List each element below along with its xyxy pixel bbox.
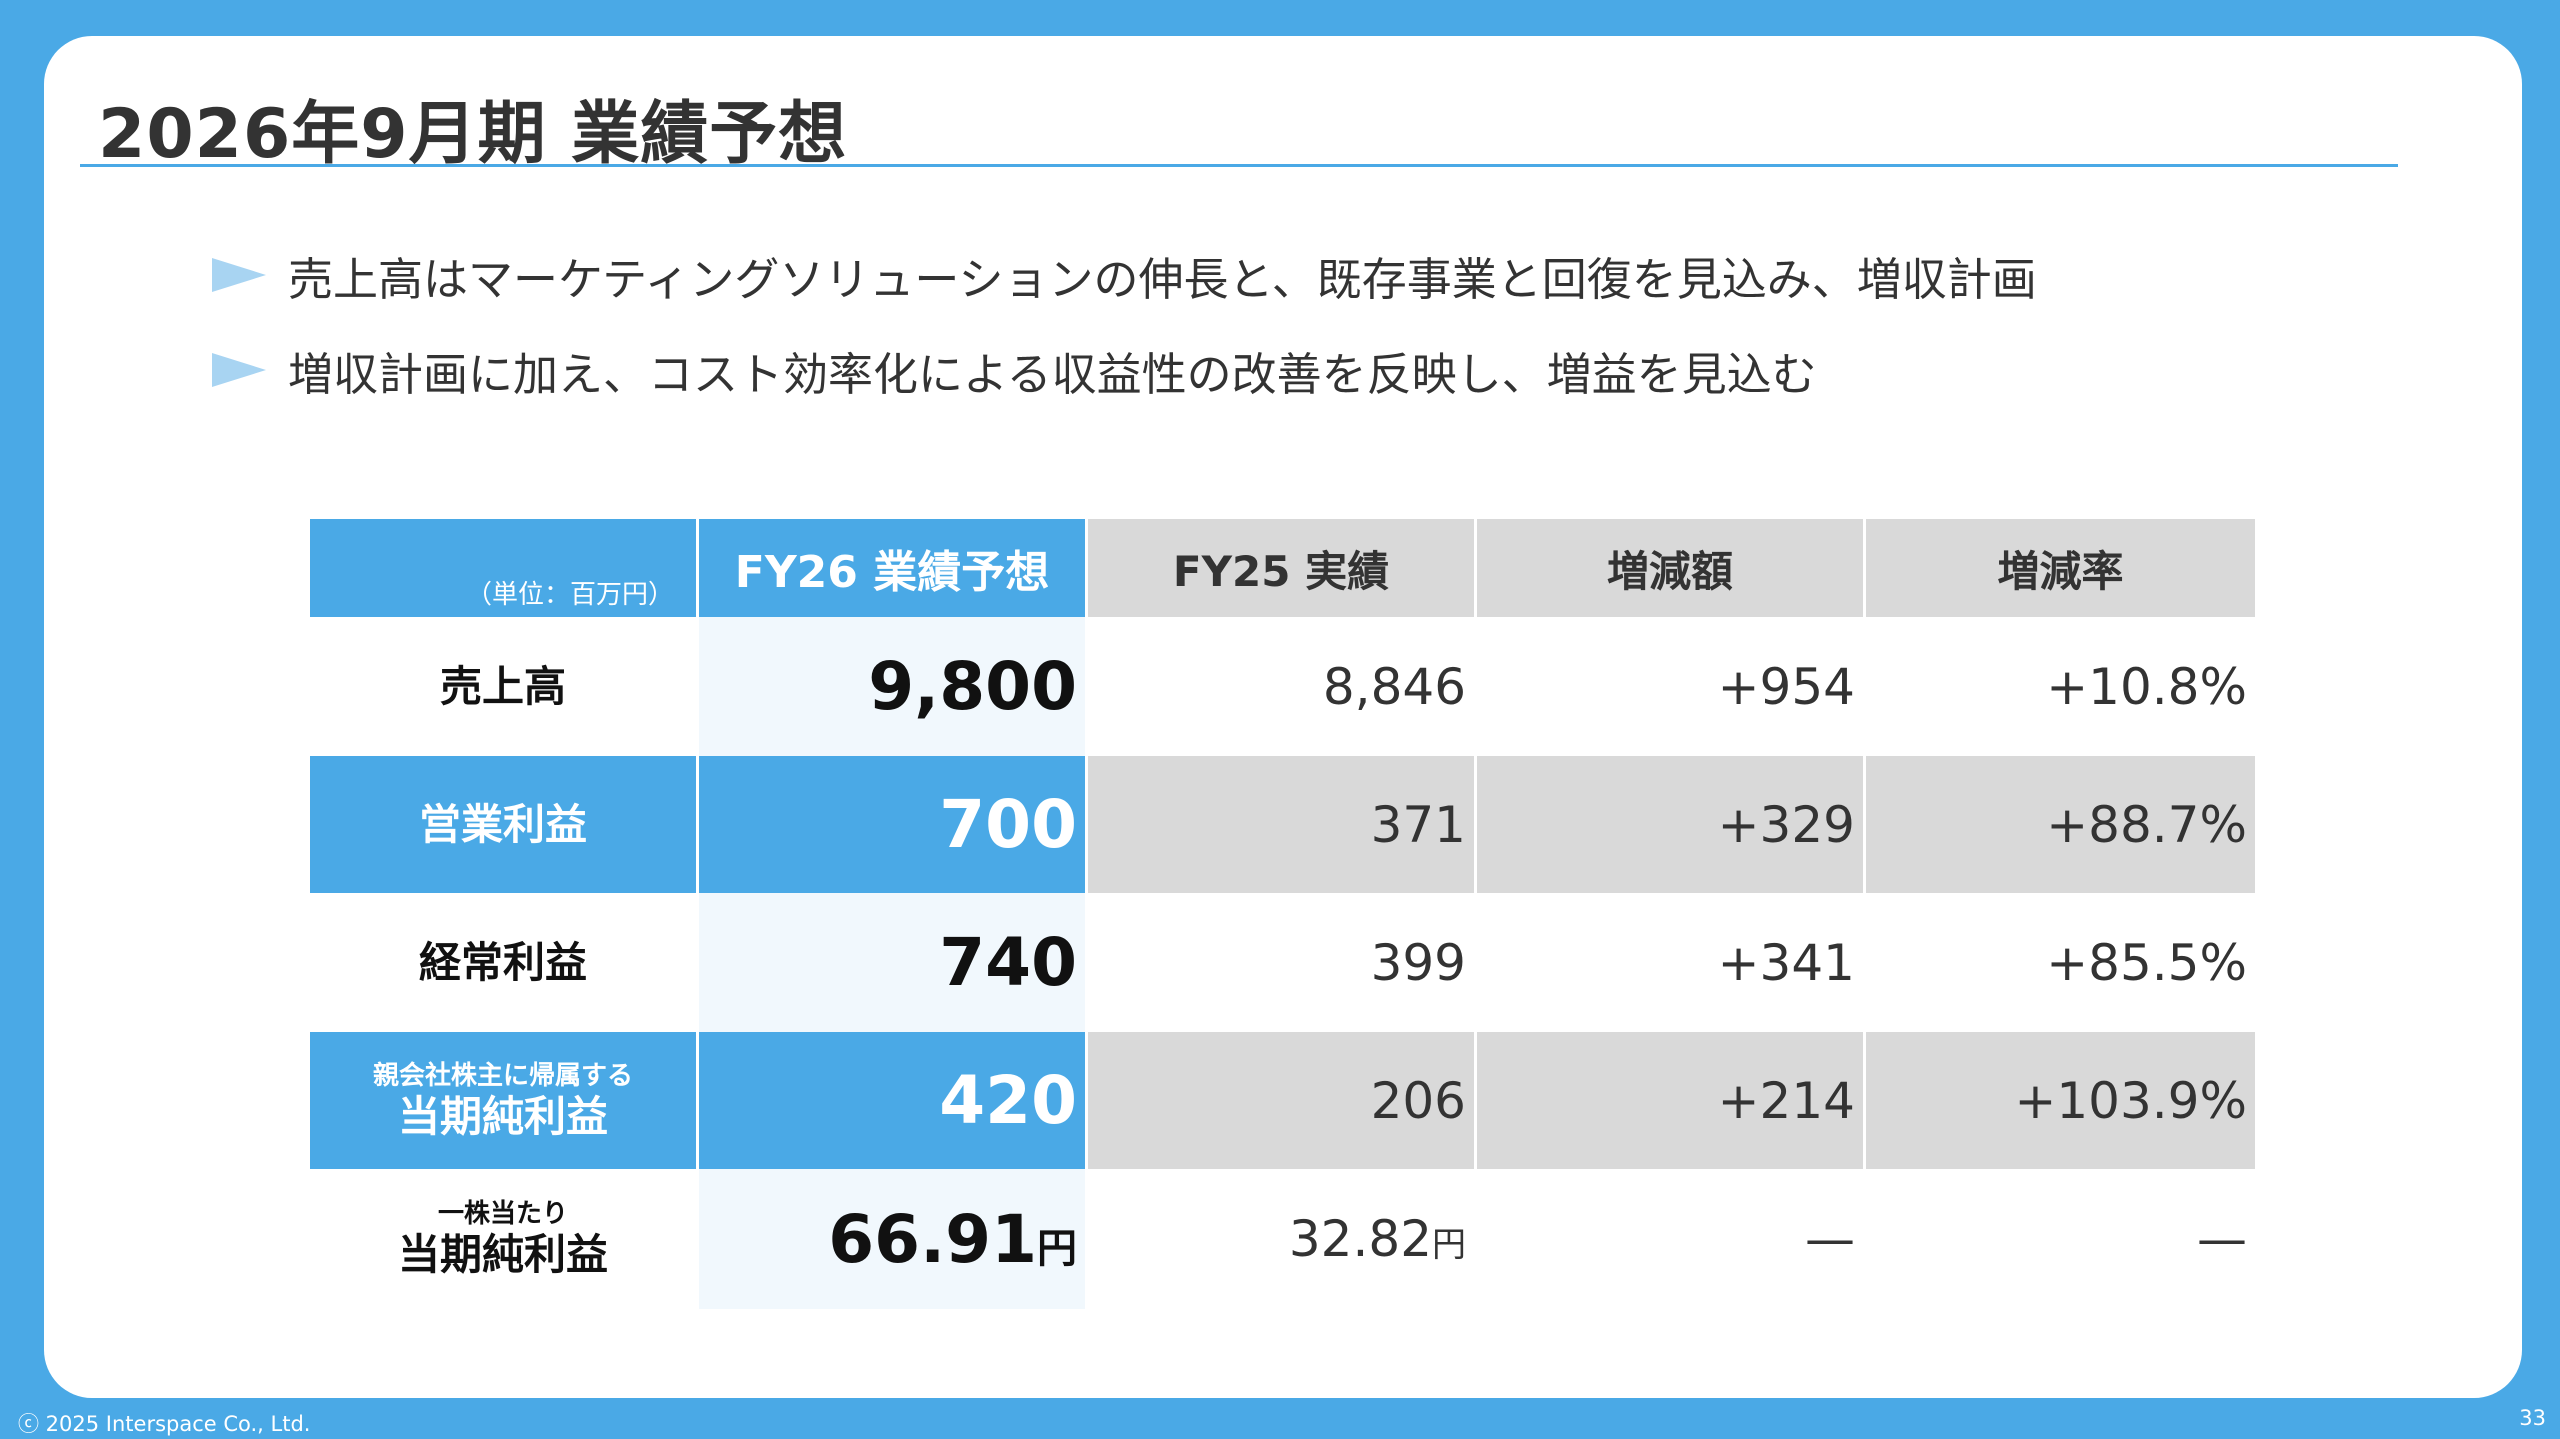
change-rate: — — [1866, 1169, 2255, 1309]
change-amount: +329 — [1477, 756, 1866, 893]
table-row: 売上高 9,800 8,846 +954 +10.8% — [310, 617, 2255, 756]
bullet-item: 売上高はマーケティングソリューションの伸長と、既存事業と回復を見込み、増収計画 — [166, 240, 2037, 310]
change-amount: +954 — [1477, 617, 1866, 756]
bullet-text: 売上高はマーケティングソリューションの伸長と、既存事業と回復を見込み、増収計画 — [288, 252, 2037, 306]
fy26-value: 9,800 — [699, 617, 1088, 756]
table-header-row: （単位：百万円） FY26 業績予想 FY25 実績 増減額 増減率 — [310, 519, 2255, 617]
row-label: 経常利益 — [310, 893, 699, 1032]
fy25-value: 371 — [1088, 756, 1477, 893]
bullet-item: 増収計画に加え、コスト効率化による収益性の改善を反映し、増益を見込む — [166, 335, 2037, 405]
triangle-bullet-icon — [212, 258, 266, 292]
row-label: 売上高 — [310, 617, 699, 756]
row-label: 営業利益 — [310, 756, 699, 893]
row-label-main: 当期純利益 — [397, 1230, 608, 1279]
header-change-rate: 増減率 — [1866, 519, 2255, 617]
row-label-small: 一株当たり — [437, 1199, 568, 1229]
header-fy25-actual: FY25 実績 — [1088, 519, 1477, 617]
row-label: 親会社株主に帰属する 当期純利益 — [310, 1032, 699, 1169]
triangle-bullet-icon — [212, 353, 266, 387]
copyright: ⓒ 2025 Interspace Co., Ltd. — [18, 1412, 311, 1436]
fy26-value: 700 — [699, 756, 1088, 893]
change-rate: +103.9% — [1866, 1032, 2255, 1169]
fy25-value: 206 — [1088, 1032, 1477, 1169]
header-change-amount: 増減額 — [1477, 519, 1866, 617]
bullet-text: 増収計画に加え、コスト効率化による収益性の改善を反映し、増益を見込む — [288, 347, 1817, 401]
forecast-table: （単位：百万円） FY26 業績予想 FY25 実績 増減額 増減率 売上高 9… — [310, 519, 2255, 1309]
row-label-small: 親会社株主に帰属する — [372, 1060, 633, 1091]
fy26-value: 740 — [699, 893, 1088, 1032]
unit-label: （単位：百万円） — [310, 519, 699, 617]
fy25-value: 32.82円 — [1088, 1169, 1477, 1309]
change-amount: — — [1477, 1169, 1866, 1309]
table-row: 営業利益 700 371 +329 +88.7% — [310, 756, 2255, 893]
table-row: 経常利益 740 399 +341 +85.5% — [310, 893, 2255, 1032]
change-amount: +341 — [1477, 893, 1866, 1032]
change-rate: +10.8% — [1866, 617, 2255, 756]
page-title: 2026年9月期 業績予想 — [98, 95, 848, 174]
change-amount: +214 — [1477, 1032, 1866, 1169]
change-rate: +88.7% — [1866, 756, 2255, 893]
title-divider — [80, 164, 2398, 167]
yen-unit: 円 — [1432, 1225, 1466, 1265]
table-row: 親会社株主に帰属する 当期純利益 420 206 +214 +103.9% — [310, 1032, 2255, 1169]
fy26-value: 66.91円 — [699, 1169, 1088, 1309]
row-label: 一株当たり 当期純利益 — [310, 1169, 699, 1309]
change-rate: +85.5% — [1866, 893, 2255, 1032]
row-label-main: 当期純利益 — [397, 1091, 608, 1141]
fy26-value: 420 — [699, 1032, 1088, 1169]
fy25-value: 8,846 — [1088, 617, 1477, 756]
fy25-value: 399 — [1088, 893, 1477, 1032]
header-fy26-forecast: FY26 業績予想 — [699, 519, 1088, 617]
table-row: 一株当たり 当期純利益 66.91円 32.82円 — — — [310, 1169, 2255, 1309]
page-number: 33 — [2519, 1406, 2546, 1430]
yen-unit: 円 — [1037, 1225, 1077, 1272]
bullet-list: 売上高はマーケティングソリューションの伸長と、既存事業と回復を見込み、増収計画 … — [166, 240, 2037, 430]
